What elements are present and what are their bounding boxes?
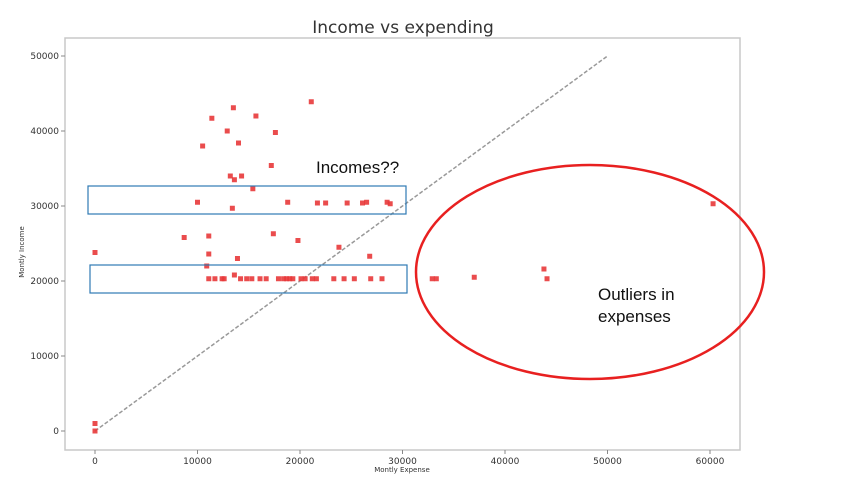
scatter-point xyxy=(231,272,237,278)
scatter-point xyxy=(253,113,259,119)
scatter-point xyxy=(360,200,366,206)
scatter-point xyxy=(284,276,290,282)
scatter-point xyxy=(92,428,98,434)
scatter-point xyxy=(236,140,241,146)
chart-title: Income vs expending xyxy=(312,18,494,38)
scatter-point xyxy=(433,276,439,282)
scatter-point xyxy=(309,276,315,282)
scatter-point xyxy=(257,276,263,282)
tick-layer: 0 10000 20000 30000 40000 50000 60000 0 10000 200… xyxy=(30,52,724,467)
scatter-point xyxy=(229,205,235,211)
y-tick-label: 50000 xyxy=(30,52,59,62)
scatter-point xyxy=(351,276,357,282)
scatter-point xyxy=(379,276,385,282)
scatter-point xyxy=(295,238,301,243)
scatter-point xyxy=(92,421,98,426)
outliers-annotation-line1: Outliers in xyxy=(598,285,675,304)
scatter-point xyxy=(313,276,319,282)
scatter-point xyxy=(336,244,342,250)
scatter-point xyxy=(387,201,393,207)
scatter-point xyxy=(285,199,291,205)
y-axis-title: Montly Income xyxy=(18,226,26,278)
scatter-point xyxy=(239,173,245,179)
x-tick-label: 40000 xyxy=(491,457,520,467)
x-tick-label: 30000 xyxy=(388,457,417,467)
scatter-point xyxy=(323,200,329,206)
scatter-point xyxy=(244,276,250,282)
scatter-point xyxy=(368,276,374,282)
scatter-point xyxy=(212,276,218,282)
scatter-point xyxy=(308,99,314,105)
scatter-point xyxy=(290,276,296,282)
scatter-point xyxy=(471,274,477,280)
scatter-point xyxy=(231,177,237,183)
scatter-point xyxy=(272,130,278,135)
y-tick-label: 20000 xyxy=(30,277,59,287)
scatter-point xyxy=(302,276,308,282)
outlier-ellipse xyxy=(414,163,766,381)
scatter-point xyxy=(206,233,212,239)
scatter-point xyxy=(710,201,716,207)
scatter-point xyxy=(429,276,435,282)
scatter-point xyxy=(227,173,233,179)
y-tick-label: 40000 xyxy=(30,127,59,137)
x-tick-label: 60000 xyxy=(696,457,725,467)
y-tick-label: 30000 xyxy=(30,202,59,212)
reference-diagonal-line xyxy=(94,55,608,432)
scatter-point xyxy=(234,256,240,261)
incomes-annotation: Incomes?? xyxy=(316,158,399,177)
y-tick-label: 0 xyxy=(53,427,59,437)
scatter-point xyxy=(209,115,215,121)
scatter-point xyxy=(298,276,304,282)
scatter-point xyxy=(238,276,244,282)
scatter-point xyxy=(263,276,269,282)
scatter-point xyxy=(331,276,337,282)
scatter-point xyxy=(224,128,230,134)
scatter-point xyxy=(287,276,293,282)
x-axis-title: Montly Expense xyxy=(374,466,430,474)
scatter-point xyxy=(364,199,370,205)
scatter-point xyxy=(544,276,550,282)
scatter-point xyxy=(249,276,255,282)
scatter-point xyxy=(206,276,212,282)
scatter-point xyxy=(204,263,210,269)
scatter-point xyxy=(384,199,390,205)
scatter-point xyxy=(206,251,212,257)
data-points xyxy=(92,99,716,434)
scatter-point xyxy=(221,276,227,282)
scatter-point xyxy=(367,253,373,259)
outliers-annotation-line2: expenses xyxy=(598,307,671,326)
scatter-point xyxy=(281,276,287,282)
scatter-point xyxy=(230,105,236,111)
income-band-box-upper xyxy=(87,185,407,215)
scatter-point xyxy=(195,199,200,205)
scatter-point xyxy=(181,235,187,240)
x-tick-label: 20000 xyxy=(286,457,315,467)
plot-area-frame xyxy=(64,37,741,451)
scatter-point xyxy=(541,266,547,272)
x-tick-label: 0 xyxy=(92,457,98,467)
scatter-point xyxy=(92,250,98,255)
scatter-point xyxy=(341,276,347,282)
scatter-point xyxy=(344,200,350,206)
scatter-point xyxy=(250,186,256,192)
x-tick-label: 10000 xyxy=(183,457,212,467)
y-tick-label: 10000 xyxy=(30,352,59,362)
scatter-point xyxy=(200,143,206,149)
scatter-point xyxy=(314,200,320,206)
income-band-box-lower xyxy=(89,264,408,294)
x-tick-label: 50000 xyxy=(593,457,622,467)
scatter-point xyxy=(270,231,276,237)
scatter-point xyxy=(275,276,281,282)
scatter-point xyxy=(268,163,274,168)
